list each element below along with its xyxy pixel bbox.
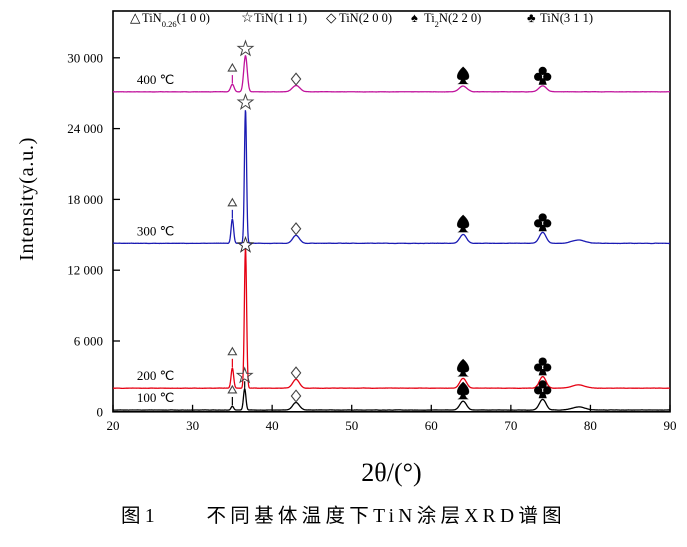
svg-text:400 ℃: 400 ℃ xyxy=(137,72,174,87)
svg-text:300 ℃: 300 ℃ xyxy=(137,223,174,238)
svg-text:30: 30 xyxy=(186,418,199,433)
svg-text:200 ℃: 200 ℃ xyxy=(137,368,174,383)
svg-text:12 000: 12 000 xyxy=(67,263,103,278)
svg-text:6 000: 6 000 xyxy=(74,334,103,349)
svg-text:TiN(2 0 0): TiN(2 0 0) xyxy=(339,11,392,25)
svg-text:♣: ♣ xyxy=(527,10,536,25)
svg-text:24 000: 24 000 xyxy=(67,121,103,136)
svg-text:TiN(3 1 1): TiN(3 1 1) xyxy=(540,11,593,25)
svg-text:40: 40 xyxy=(266,418,279,433)
svg-text:◇: ◇ xyxy=(326,10,337,25)
svg-text:50: 50 xyxy=(345,418,358,433)
svg-text:☆: ☆ xyxy=(241,11,254,26)
svg-text:0: 0 xyxy=(97,404,104,419)
svg-text:90: 90 xyxy=(664,418,677,433)
svg-text:TiN(1 1 1): TiN(1 1 1) xyxy=(254,11,307,25)
svg-text:♠: ♠ xyxy=(411,10,418,25)
svg-text:20: 20 xyxy=(107,418,120,433)
svg-text:△: △ xyxy=(130,10,141,25)
svg-text:70: 70 xyxy=(504,418,517,433)
svg-text:18 000: 18 000 xyxy=(67,192,103,207)
svg-text:100 ℃: 100 ℃ xyxy=(137,390,174,405)
svg-text:80: 80 xyxy=(584,418,597,433)
svg-text:30 000: 30 000 xyxy=(67,50,103,65)
svg-text:60: 60 xyxy=(425,418,438,433)
